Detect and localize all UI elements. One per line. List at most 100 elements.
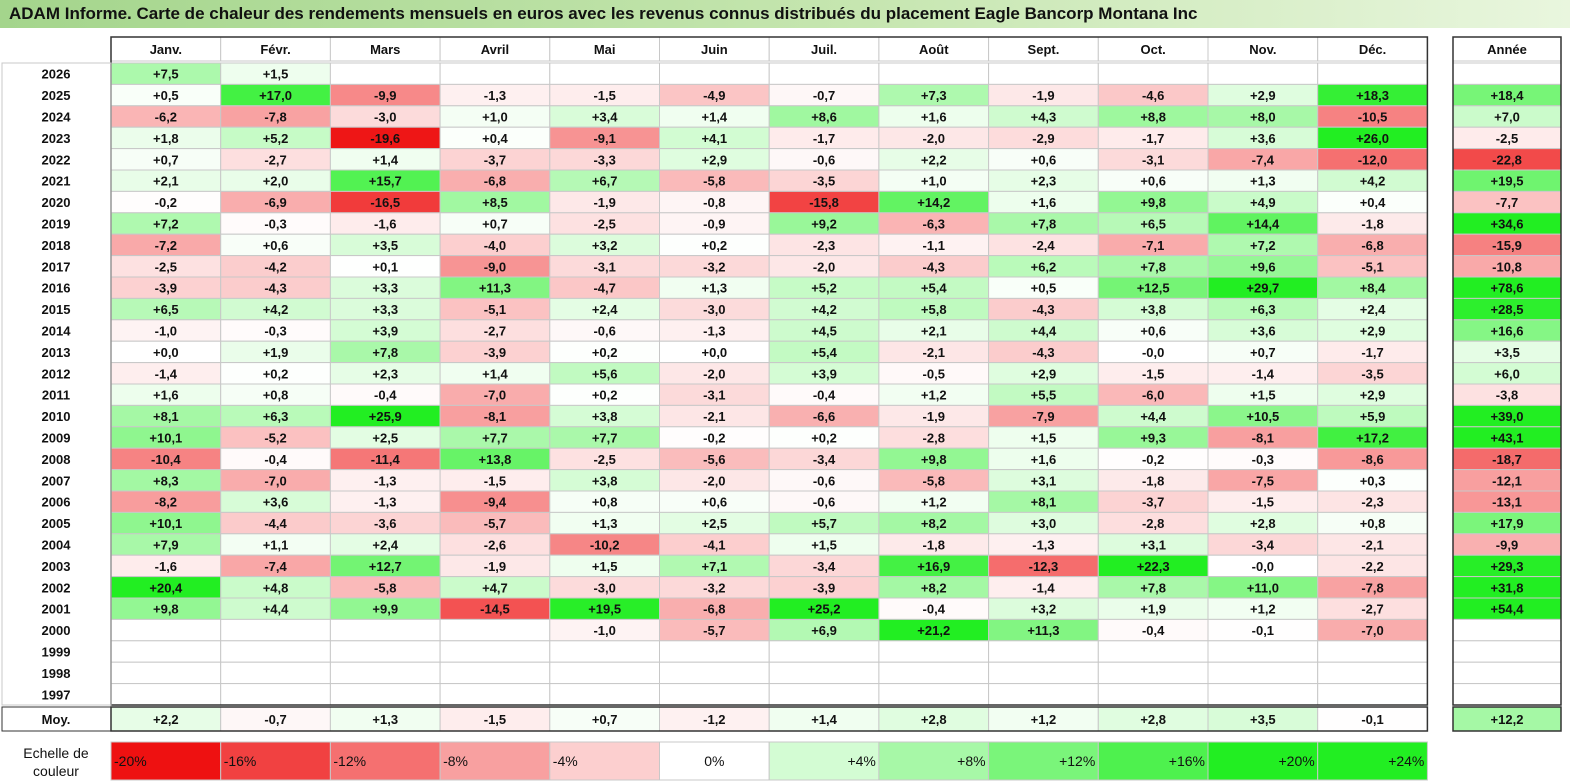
cell-value: -7,8 (264, 110, 286, 125)
cell-value: +7,8 (372, 345, 398, 360)
cell-value: +2,9 (1360, 324, 1386, 339)
annual-value: -15,9 (1492, 238, 1522, 253)
cell-value: -2,6 (484, 538, 506, 553)
cell-value: +5,6 (592, 366, 618, 381)
average-value: +1,2 (1031, 712, 1057, 727)
heat-cell (549, 683, 660, 706)
annual-header: Année (1487, 42, 1527, 57)
cell-value: +0,6 (1031, 152, 1057, 167)
annual-value: +43,1 (1491, 431, 1524, 446)
cell-value: -1,8 (1142, 473, 1164, 488)
average-value: -1,5 (484, 712, 506, 727)
cell-value: -3,0 (703, 302, 725, 317)
cell-value: +11,3 (1027, 623, 1059, 638)
cell-value: -6,8 (703, 602, 725, 617)
cell-value: -1,7 (813, 131, 835, 146)
heat-cell (988, 683, 1099, 706)
cell-value: +5,8 (921, 302, 947, 317)
month-header-cell (1207, 36, 1319, 62)
cell-value: -7,2 (155, 238, 177, 253)
cell-value: +2,2 (921, 152, 947, 167)
cell-value: +0,1 (372, 259, 398, 274)
average-value: -0,1 (1361, 712, 1383, 727)
cell-value: -4,7 (593, 281, 615, 296)
cell-value: -2,9 (1032, 131, 1054, 146)
year-label: 2007 (42, 473, 71, 488)
cell-value: -9,9 (374, 88, 396, 103)
cell-value: +2,9 (1360, 388, 1386, 403)
cell-value: -5,8 (923, 473, 945, 488)
cell-value: +8,2 (921, 580, 947, 595)
heat-cell (329, 618, 441, 642)
cell-value: -1,3 (374, 495, 396, 510)
scale-swatch (1207, 741, 1319, 781)
cell-value: -0,3 (264, 217, 286, 232)
cell-value: +3,4 (592, 110, 618, 125)
cell-value: -1,6 (374, 217, 396, 232)
scale-swatch (988, 741, 1099, 781)
cell-value: -0,8 (703, 195, 725, 210)
cell-value: -7,5 (1252, 473, 1274, 488)
annual-value: +29,3 (1491, 559, 1524, 574)
heat-cell (988, 661, 1099, 685)
cell-value: -0,6 (593, 324, 615, 339)
cell-value: +8,1 (1031, 495, 1057, 510)
annual-value: -3,8 (1496, 388, 1518, 403)
cell-value: +1,4 (482, 366, 508, 381)
cell-value: -1,3 (703, 324, 725, 339)
cell-value: +2,8 (1250, 516, 1276, 531)
cell-value: +19,5 (588, 602, 621, 617)
cell-value: -3,1 (1142, 152, 1164, 167)
cell-value: -10,5 (1358, 110, 1388, 125)
cell-value: -2,0 (923, 131, 945, 146)
cell-value: +3,1 (1031, 473, 1057, 488)
cell-value: -2,1 (703, 409, 725, 424)
month-header: Mai (594, 42, 616, 57)
heat-cell (878, 661, 990, 685)
cell-value: +1,5 (811, 538, 837, 553)
cell-value: -3,9 (813, 580, 835, 595)
heat-cell (439, 640, 551, 663)
cell-value: +10,5 (1246, 409, 1279, 424)
cell-value: +0,5 (153, 88, 179, 103)
annual-value: -18,7 (1492, 452, 1522, 467)
cell-value: -0,6 (813, 495, 835, 510)
cell-value: +0,2 (592, 388, 618, 403)
cell-value: +7,3 (921, 88, 947, 103)
cell-value: +20,4 (149, 580, 183, 595)
cell-value: -3,4 (813, 452, 836, 467)
cell-value: -1,9 (484, 559, 506, 574)
cell-value: +1,5 (263, 67, 289, 82)
cell-value: +9,2 (811, 217, 837, 232)
cell-value: -5,2 (264, 431, 286, 446)
annual-value: +78,6 (1491, 281, 1524, 296)
cell-value: -4,3 (1032, 345, 1054, 360)
cell-value: -5,8 (703, 174, 725, 189)
cell-value: -2,2 (1361, 559, 1383, 574)
month-header-cell (768, 36, 880, 62)
heat-cell (768, 62, 880, 85)
year-column-border (1, 62, 112, 706)
cell-value: -10,2 (590, 538, 620, 553)
cell-value: +6,5 (1140, 217, 1166, 232)
cell-value: -6,9 (264, 195, 286, 210)
month-header: Févr. (260, 42, 290, 57)
year-label: 2018 (42, 238, 71, 253)
cell-value: -8,2 (155, 495, 177, 510)
cell-value: -1,7 (1361, 345, 1383, 360)
annual-value: +3,5 (1494, 345, 1520, 360)
year-label: 2014 (42, 324, 72, 339)
average-value: +2,8 (921, 712, 947, 727)
cell-value: +3,6 (1250, 324, 1276, 339)
cell-value: +0,2 (811, 431, 837, 446)
month-header: Avril (481, 42, 509, 57)
annual-value: +39,0 (1491, 409, 1524, 424)
heat-cell (1097, 640, 1209, 663)
heat-cell (768, 661, 880, 685)
cell-value: -1,4 (1252, 366, 1275, 381)
annual-value: +16,6 (1491, 324, 1524, 339)
cell-value: -7,0 (264, 473, 286, 488)
heat-cell (878, 683, 990, 706)
cell-value: -6,3 (923, 217, 945, 232)
scale-label: -20% (114, 753, 147, 769)
